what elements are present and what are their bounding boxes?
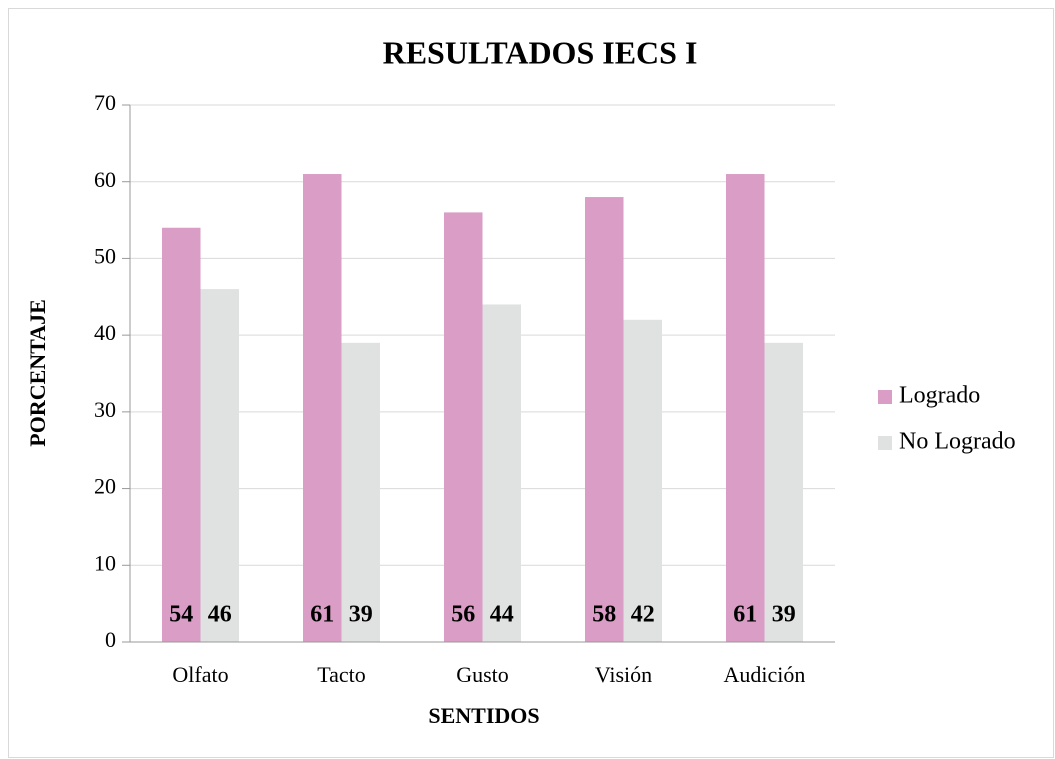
y-tick-label: 20: [94, 474, 116, 499]
bar: [162, 227, 201, 642]
data-label: 46: [208, 602, 232, 628]
bar: [482, 304, 521, 642]
data-label: 58: [592, 602, 616, 628]
bar: [200, 289, 239, 642]
data-label: 42: [631, 602, 655, 628]
bar: [726, 174, 765, 643]
bar: [303, 174, 342, 643]
y-tick-label: 30: [94, 397, 116, 422]
y-tick-label: 50: [94, 243, 116, 268]
bar: [444, 212, 483, 642]
data-label: 39: [772, 602, 796, 628]
bar: [341, 342, 380, 642]
data-label: 54: [169, 602, 193, 628]
x-tick-label: Audición: [724, 662, 806, 687]
x-axis-label: SENTIDOS: [428, 703, 539, 728]
y-tick-label: 60: [94, 167, 116, 192]
bar: [585, 197, 624, 643]
y-axis-label: PORCENTAJE: [25, 299, 50, 447]
data-label: 61: [733, 602, 757, 628]
y-tick-label: 70: [94, 90, 116, 115]
legend-label: Logrado: [899, 383, 980, 409]
data-label: 39: [349, 602, 373, 628]
bar: [764, 342, 803, 642]
x-tick-label: Tacto: [317, 662, 366, 687]
y-tick-label: 0: [105, 627, 116, 652]
data-label: 61: [310, 602, 334, 628]
data-label: 44: [490, 602, 514, 628]
chart-title: RESULTADOS IECS I: [383, 34, 698, 70]
legend-swatch: [878, 390, 892, 404]
x-tick-label: Gusto: [456, 662, 509, 687]
y-tick-label: 40: [94, 320, 116, 345]
legend-label: No Logrado: [899, 429, 1016, 455]
bar: [623, 319, 662, 642]
x-tick-label: Olfato: [172, 662, 228, 687]
data-label: 56: [451, 602, 475, 628]
legend-swatch: [878, 436, 892, 450]
x-tick-label: Visión: [595, 662, 652, 687]
y-tick-label: 10: [94, 550, 116, 575]
